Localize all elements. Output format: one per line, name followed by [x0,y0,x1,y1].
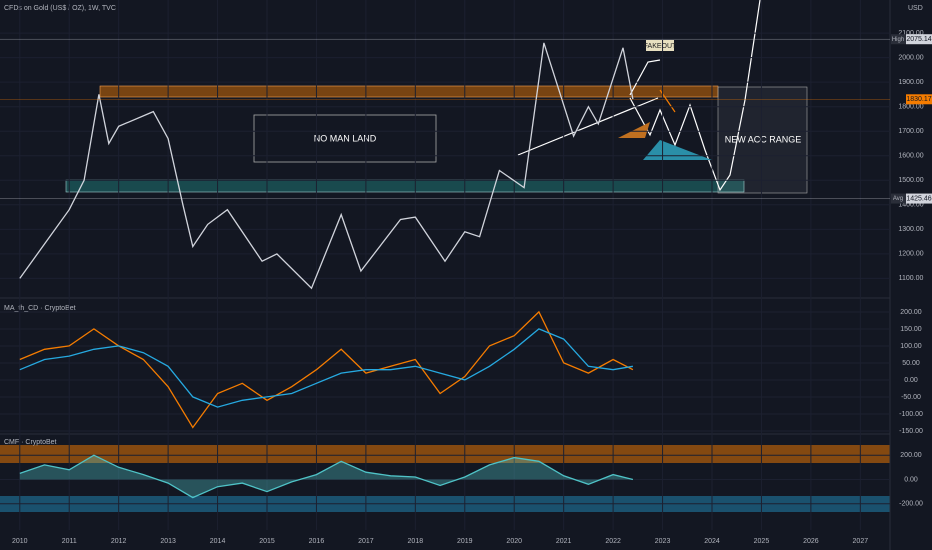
y-tick-label: -150.00 [899,428,923,435]
fakeout-box [646,40,674,51]
x-tick-label: 2016 [309,538,325,545]
badge-value: 2075.14 [906,36,931,43]
price-badge [906,34,932,45]
y-tick-label: -50.00 [901,394,921,401]
x-tick-label: 2019 [457,538,473,545]
y-tick-label: -200.00 [899,501,923,508]
chart-title: CFDs on Gold (US$ / OZ), 1W, TVC [4,5,116,12]
x-tick-label: 2012 [111,538,127,545]
x-tick-label: 2014 [210,538,226,545]
series-line [19,328,634,408]
y-tick-label: 1500.00 [898,177,923,184]
x-tick-label: 2013 [160,538,176,545]
projection [629,0,761,192]
y-tick-label: 150.00 [900,326,922,333]
area [19,455,633,498]
badge-tag [891,34,906,45]
y-tick-label: 1700.00 [898,128,923,135]
x-tick-label: 2011 [62,538,77,545]
price-badge [906,94,932,105]
annotation: NO MAN LAND [314,133,377,143]
y-tick-label: 1800.00 [898,104,923,111]
y-tick-label: 2000.00 [898,54,923,61]
y-tick-label: 1600.00 [898,153,923,160]
series-line [19,310,634,429]
fakeout-path [629,59,661,96]
x-tick-label: 2023 [655,538,671,545]
zones [0,0,891,550]
x-tick-label: 2025 [754,538,770,545]
x-tick-label: 2026 [803,538,819,545]
badge-tag [891,193,906,204]
y-tick-label: 50.00 [902,360,920,367]
x-tick-label: 2010 [12,538,28,545]
y-tick-label: 0.00 [904,377,918,384]
acc-range-box [717,86,808,194]
x-tick-label: 2027 [853,538,869,545]
series-line [19,454,634,499]
triangle [643,140,712,160]
x-tick-label: 2020 [506,538,522,545]
x-tick-label: 2022 [605,538,621,545]
panel-title: MA_th_CD · CryptoBet [4,305,76,312]
y-tick-label: 200.00 [900,452,922,459]
x-tick-label: 2024 [704,538,720,545]
x-tick-label: 2015 [259,538,275,545]
axis-label: USD [908,5,923,12]
x-tick-label: 2018 [408,538,424,545]
y-tick-label: 1400.00 [898,202,923,209]
badge-value: 1830.17 [906,96,931,103]
resistance-zone [99,85,719,98]
annotation: FAKEOUT [644,43,677,50]
x-tick-label: 2021 [556,538,572,545]
panel-title: CMF · CryptoBet [4,439,57,446]
y-tick-label: 0.00 [904,476,918,483]
badge-value: 1425.46 [906,195,931,202]
x-tick-label: 2017 [358,538,374,545]
series-line [19,42,634,290]
no-man-land-box [253,114,437,163]
cmf-upper-band [0,445,890,463]
y-tick-label: -100.00 [899,411,923,418]
y-tick-label: 1200.00 [898,251,923,258]
badge-label: Avg [893,196,903,202]
y-tick-label: 200.00 [900,309,922,316]
y-tick-label: 1300.00 [898,226,923,233]
y-tick-label: 1100.00 [899,275,924,282]
annotation: NEW ACC RANGE [725,134,802,144]
price-badge [906,193,932,204]
badge-label: High [892,37,904,43]
triangle [618,122,650,138]
y-tick-label: 2100.00 [898,30,923,37]
y-tick-label: 1900.00 [898,79,923,86]
y-tick-label: 100.00 [900,343,922,350]
